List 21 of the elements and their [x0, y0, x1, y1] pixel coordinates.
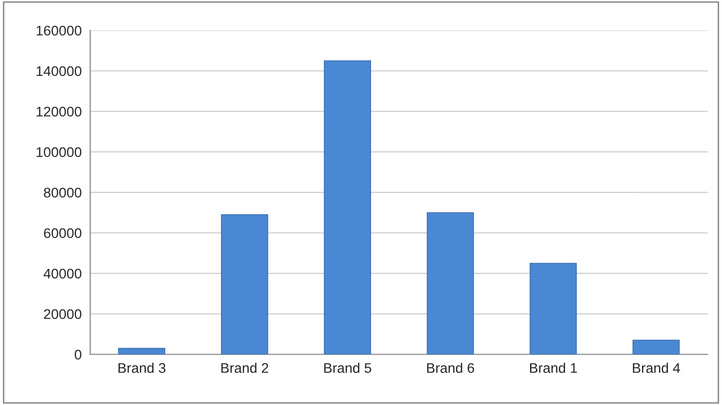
y-tick-label: 160000	[36, 26, 82, 36]
x-tick-label: Brand 5	[324, 362, 372, 373]
x-tick-label: Brand 1	[530, 362, 577, 373]
bar	[221, 214, 268, 354]
x-tick-label: Brand 2	[221, 362, 268, 373]
y-tick-label: 80000	[44, 188, 82, 198]
bar	[426, 212, 474, 354]
y-tick-label: 60000	[44, 228, 82, 238]
x-tick-label: Brand 3	[118, 362, 166, 373]
bar	[118, 348, 166, 354]
y-tick-label: 140000	[36, 66, 82, 76]
y-tick-label: 20000	[44, 309, 82, 320]
bar	[530, 262, 577, 354]
y-tick-label: 0	[74, 350, 82, 360]
x-tick-label: Brand 4	[632, 362, 680, 373]
y-tick-label: 40000	[44, 268, 82, 279]
bar	[324, 60, 372, 354]
bar	[632, 340, 680, 354]
x-tick-label: Brand 6	[427, 362, 474, 373]
y-tick-label: 120000	[36, 106, 82, 117]
y-tick-label: 100000	[36, 147, 82, 158]
